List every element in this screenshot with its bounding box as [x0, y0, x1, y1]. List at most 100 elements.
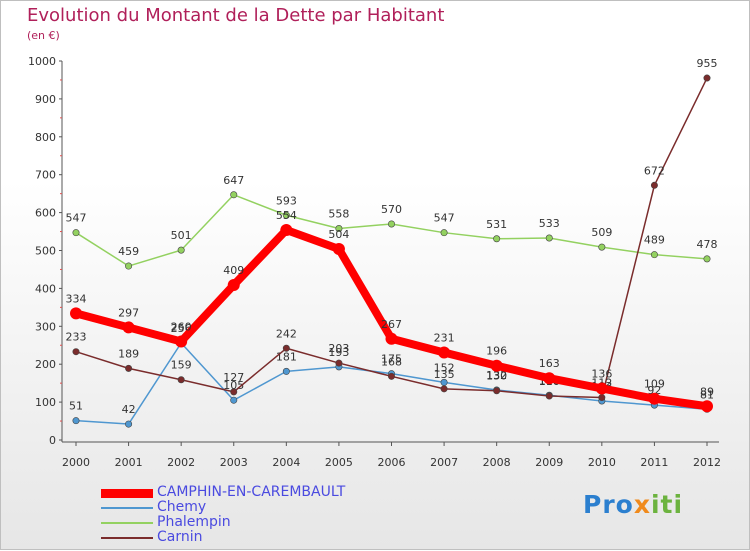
data-label-phalempin: 558: [328, 208, 349, 221]
data-label-camphin-en-carembault: 334: [66, 292, 87, 305]
data-label-phalempin: 501: [171, 229, 192, 242]
data-label-carnin: 233: [66, 331, 87, 344]
data-label-phalempin: 533: [539, 217, 560, 230]
x-tick-label: 2003: [220, 456, 248, 469]
data-label-carnin: 130: [486, 370, 507, 383]
data-point-camphin-en-carembault: [701, 400, 713, 413]
x-tick-label: 2011: [640, 456, 668, 469]
data-label-chemy: 81: [700, 388, 714, 401]
x-tick-label: 2002: [167, 456, 195, 469]
data-point-phalempin: [598, 243, 606, 251]
chart-title: Evolution du Montant de la Dette par Hab…: [27, 5, 445, 26]
x-tick-label: 2010: [588, 456, 616, 469]
data-label-phalempin: 459: [118, 245, 139, 258]
data-point-chemy: [282, 367, 290, 375]
data-label-chemy: 181: [276, 350, 297, 363]
data-point-carnin: [230, 388, 238, 396]
data-label-carnin: 168: [381, 355, 402, 368]
data-point-camphin-en-carembault: [648, 392, 661, 405]
y-tick-label: 900: [35, 93, 56, 106]
data-point-phalempin: [125, 262, 133, 270]
data-label-phalempin: 531: [486, 218, 507, 231]
y-tick-label: 1000: [28, 55, 56, 68]
data-label-carnin: 242: [276, 327, 297, 340]
data-label-phalempin: 478: [697, 238, 718, 251]
data-label-carnin: 672: [644, 164, 665, 177]
data-label-camphin-en-carembault: 109: [644, 378, 665, 391]
data-label-camphin-en-carembault: 260: [171, 320, 192, 333]
data-label-chemy: 175: [381, 353, 402, 366]
legend-swatch: [101, 507, 153, 509]
x-tick-label: 2007: [430, 456, 458, 469]
data-point-phalempin: [440, 229, 448, 237]
y-tick-label: 600: [35, 207, 56, 220]
y-tick-label: 700: [35, 169, 56, 182]
data-point-camphin-en-carembault: [227, 278, 240, 291]
data-label-chemy: 42: [122, 403, 136, 416]
data-label-camphin-en-carembault: 89: [700, 385, 714, 398]
data-point-carnin: [387, 372, 395, 380]
data-point-phalempin: [545, 234, 553, 242]
data-label-carnin: 203: [328, 342, 349, 355]
data-point-phalempin: [650, 251, 658, 259]
data-label-chemy: 193: [328, 346, 349, 359]
data-point-phalempin: [282, 211, 290, 219]
data-label-phalempin: 570: [381, 203, 402, 216]
data-point-camphin-en-carembault: [70, 307, 82, 320]
x-tick-label: 2001: [115, 456, 143, 469]
data-point-phalempin: [230, 191, 238, 199]
data-label-phalempin: 593: [276, 194, 297, 207]
data-label-phalempin: 547: [434, 212, 455, 225]
data-point-carnin: [72, 348, 80, 356]
data-point-carnin: [545, 392, 553, 400]
data-point-phalempin: [177, 246, 185, 254]
x-tick-label: 2008: [483, 456, 511, 469]
data-point-camphin-en-carembault: [332, 242, 345, 255]
data-point-carnin: [650, 181, 658, 189]
data-point-phalempin: [335, 225, 343, 233]
legend-label: Chemy: [157, 499, 207, 515]
data-point-carnin: [440, 385, 448, 393]
data-label-chemy: 105: [223, 379, 244, 392]
data-label-carnin: 127: [223, 371, 244, 384]
data-label-carnin: 955: [697, 57, 718, 70]
x-tick-label: 2005: [325, 456, 353, 469]
x-tick-label: 2012: [693, 456, 721, 469]
data-label-carnin: 135: [434, 368, 455, 381]
data-label-phalempin: 547: [66, 212, 87, 225]
data-point-chemy: [125, 420, 133, 428]
data-point-chemy: [72, 417, 80, 425]
data-label-camphin-en-carembault: 136: [591, 367, 612, 380]
data-label-camphin-en-carembault: 554: [276, 209, 297, 222]
data-point-carnin: [493, 387, 501, 395]
data-label-carnin: 159: [171, 359, 192, 372]
data-point-camphin-en-carembault: [175, 335, 188, 348]
y-tick-label: 500: [35, 245, 56, 258]
data-point-camphin-en-carembault: [543, 372, 556, 385]
data-label-phalempin: 509: [591, 226, 612, 239]
x-tick-label: 2000: [62, 456, 90, 469]
data-point-chemy: [230, 396, 238, 404]
data-point-camphin-en-carembault: [122, 321, 135, 334]
data-label-phalempin: 647: [223, 174, 244, 187]
data-point-carnin: [703, 74, 711, 82]
legend-label: Carnin: [157, 529, 203, 545]
data-label-camphin-en-carembault: 409: [223, 264, 244, 277]
data-label-camphin-en-carembault: 196: [486, 345, 507, 358]
data-point-camphin-en-carembault: [595, 382, 608, 395]
data-point-carnin: [282, 344, 290, 352]
data-point-camphin-en-carembault: [385, 332, 398, 345]
proxiti-logo: Proxiti: [583, 490, 684, 519]
data-point-carnin: [598, 394, 606, 402]
data-point-camphin-en-carembault: [280, 224, 293, 237]
y-tick-label: 0: [49, 434, 56, 447]
data-point-camphin-en-carembault: [490, 359, 503, 372]
x-tick-label: 2004: [272, 456, 300, 469]
y-tick-label: 300: [35, 320, 56, 333]
data-point-carnin: [177, 376, 185, 384]
data-point-phalempin: [387, 220, 395, 228]
y-tick-label: 200: [35, 358, 56, 371]
data-point-carnin: [125, 364, 133, 372]
y-tick-label: 800: [35, 131, 56, 144]
